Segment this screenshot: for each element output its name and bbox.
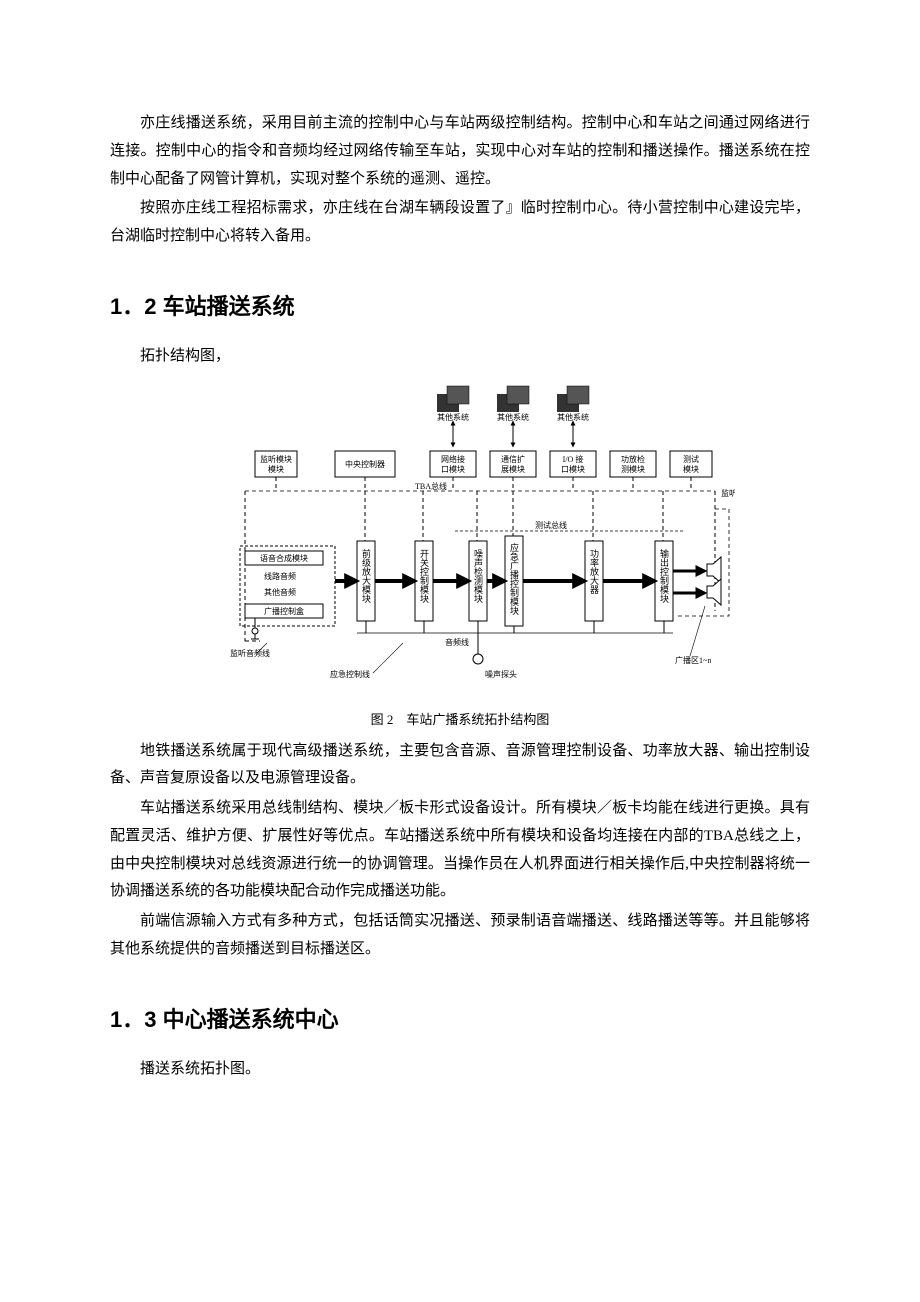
audio-line-label: 音频线 xyxy=(445,637,469,647)
noise-probe-label: 噪声探头 xyxy=(485,669,517,679)
top-external-systems: 其他系统 其他系统 其他系统 xyxy=(437,386,589,447)
ext-sys-3-label: 其他系统 xyxy=(557,412,589,422)
paragraph-1-2-a: 地铁播送系统属于现代高级播送系统，主要包含音源、音源管理控制设备、功率放大器、输… xyxy=(110,738,810,794)
tba-bus-label: TBA总线 xyxy=(415,481,447,491)
svg-text:语音合成模块: 语音合成模块 xyxy=(260,553,308,563)
paragraph-intro-1: 亦庄线播送系统，采用目前主流的控制中心与车站两级控制结构。控制中心和车站之间通过… xyxy=(110,110,810,193)
svg-text:功率放大器: 功率放大器 xyxy=(589,548,599,593)
svg-text:测模块: 测模块 xyxy=(621,464,645,474)
svg-text:线路音频: 线路音频 xyxy=(264,571,296,581)
figure-2: 其他系统 其他系统 其他系统 监 xyxy=(185,381,735,728)
document-page: 亦庄线播送系统，采用目前主流的控制中心与车站两级控制结构。控制中心和车站之间通过… xyxy=(0,0,920,1302)
heading-1-3: 1．3 中心播送系统中心 xyxy=(110,1002,810,1034)
svg-text:开关控制模块: 开关控制模块 xyxy=(419,548,429,603)
svg-text:广播控制盒: 广播控制盒 xyxy=(264,606,304,616)
test-bus-label: 测试总线 xyxy=(535,520,567,530)
module-row: 监听模块 模块 中央控制器 网络接口模块 通信扩展模块 I/O 接口模块 功放检… xyxy=(255,451,712,477)
svg-text:网络接: 网络接 xyxy=(441,454,465,464)
paragraph-1-3-a: 播送系统拓扑图。 xyxy=(110,1056,810,1084)
monitor-line-label: 监听线 xyxy=(721,488,735,498)
svg-text:监听模块: 监听模块 xyxy=(260,454,292,464)
figure-2-svg: 其他系统 其他系统 其他系统 监 xyxy=(185,381,735,701)
figure-2-caption: 图 2 车站广播系统拓扑结构图 xyxy=(185,709,735,728)
ext-sys-1-label: 其他系统 xyxy=(437,412,469,422)
ext-sys-2-label: 其他系统 xyxy=(497,412,529,422)
svg-text:输出控制模块: 输出控制模块 xyxy=(659,547,669,603)
svg-text:通信扩: 通信扩 xyxy=(501,454,525,464)
paragraph-1-2-b: 车站播送系统采用总线制结构、模块／板卡形式设备设计。所有模块／板卡均能在线进行更… xyxy=(110,795,810,906)
svg-text:模块: 模块 xyxy=(268,464,284,474)
monitor-audio-label: 监听音频线 xyxy=(230,648,270,658)
emergency-ctrl-label: 应急控制线 xyxy=(330,669,370,679)
svg-text:展模块: 展模块 xyxy=(501,464,525,474)
paragraph-intro-2: 按照亦庄线工程招标需求，亦庄线在台湖车辆段设置了』临时控制巾心。待小营控制中心建… xyxy=(110,195,810,251)
svg-text:口模块: 口模块 xyxy=(441,464,465,474)
svg-text:I/O 接: I/O 接 xyxy=(563,454,584,464)
svg-text:测试: 测试 xyxy=(683,454,699,464)
heading-1-2: 1．2 车站播送系统 xyxy=(110,289,810,321)
svg-text:模块: 模块 xyxy=(683,464,699,474)
svg-text:前级放大模块: 前级放大模块 xyxy=(361,547,371,603)
svg-text:应急广播控制模块: 应急广播控制模块 xyxy=(509,541,519,615)
mod-central: 中央控制器 xyxy=(345,459,385,469)
svg-text:口模块: 口模块 xyxy=(561,464,585,474)
speakers xyxy=(707,557,721,605)
svg-text:其他音频: 其他音频 xyxy=(264,587,296,597)
zone-label: 广播区1~n xyxy=(675,655,711,665)
paragraph-topo-intro: 拓扑结构图， xyxy=(110,343,810,371)
paragraph-1-2-c: 前端信源输入方式有多种方式，包括话筒实况播送、预录制语音端播送、线路播送等等。并… xyxy=(110,908,810,964)
svg-text:功放检: 功放检 xyxy=(621,454,645,464)
left-inputs: 语音合成模块 线路音频 其他音频 广播控制盒 xyxy=(240,546,335,639)
svg-text:噪声检测模块: 噪声检测模块 xyxy=(473,548,483,603)
